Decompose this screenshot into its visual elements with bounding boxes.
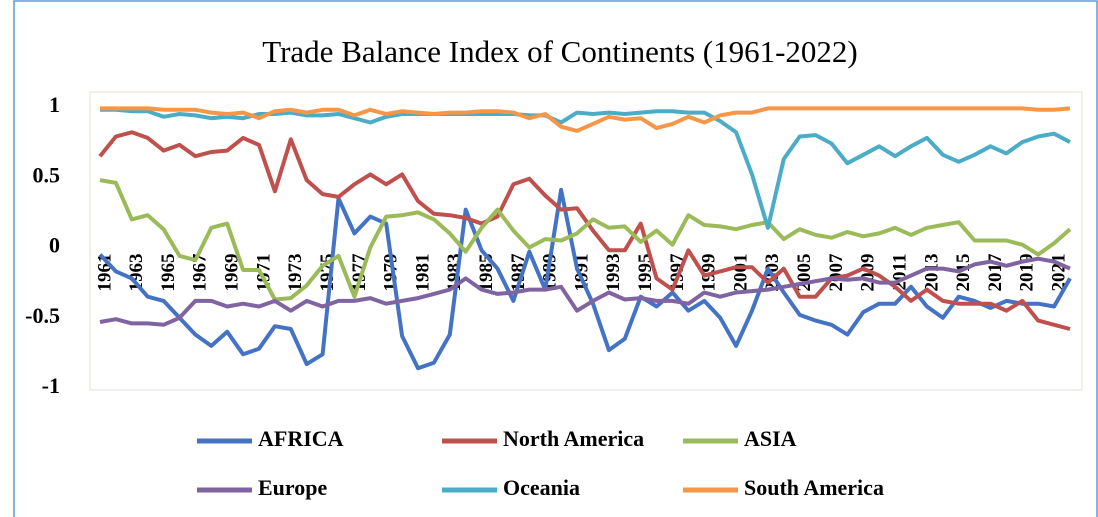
legend-label: Oceania xyxy=(503,475,580,500)
legend-label: ASIA xyxy=(744,426,797,451)
y-tick-label: -1 xyxy=(42,373,60,398)
y-tick-label: 1 xyxy=(49,92,60,117)
x-tick-label: 1987 xyxy=(508,253,529,292)
y-tick-label: -0.5 xyxy=(25,303,60,328)
plot-area xyxy=(89,91,1083,391)
legend-label: AFRICA xyxy=(258,426,344,451)
x-tick-label: 1981 xyxy=(412,254,433,292)
x-tick-label: 1993 xyxy=(603,254,624,292)
legend-label: South America xyxy=(744,475,884,500)
x-tick-label: 1963 xyxy=(126,254,147,292)
x-tick-label: 2007 xyxy=(826,253,847,292)
x-tick-label: 2013 xyxy=(921,254,942,292)
legend-label: North America xyxy=(503,426,644,451)
x-tick-label: 1973 xyxy=(285,254,306,292)
legend-label: Europe xyxy=(258,475,328,500)
series-line xyxy=(100,107,1071,230)
x-tick-label: 1967 xyxy=(190,253,211,292)
chart-title: Trade Balance Index of Continents (1961-… xyxy=(262,34,857,69)
series-line xyxy=(98,130,1071,331)
x-tick-label: 1965 xyxy=(158,254,179,292)
x-tick-label: 2015 xyxy=(953,254,974,292)
x-tick-label: 2001 xyxy=(730,254,751,292)
x-tick-label: 2017 xyxy=(985,253,1006,292)
series-line xyxy=(99,256,1071,327)
x-tick-label: 1971 xyxy=(253,254,274,292)
series-line xyxy=(100,106,1071,133)
y-tick-label: 0.5 xyxy=(33,162,61,187)
series-line xyxy=(98,187,1072,371)
y-tick-label: 0 xyxy=(49,233,60,258)
series-line xyxy=(99,178,1072,302)
x-tick-label: 1969 xyxy=(222,254,243,292)
